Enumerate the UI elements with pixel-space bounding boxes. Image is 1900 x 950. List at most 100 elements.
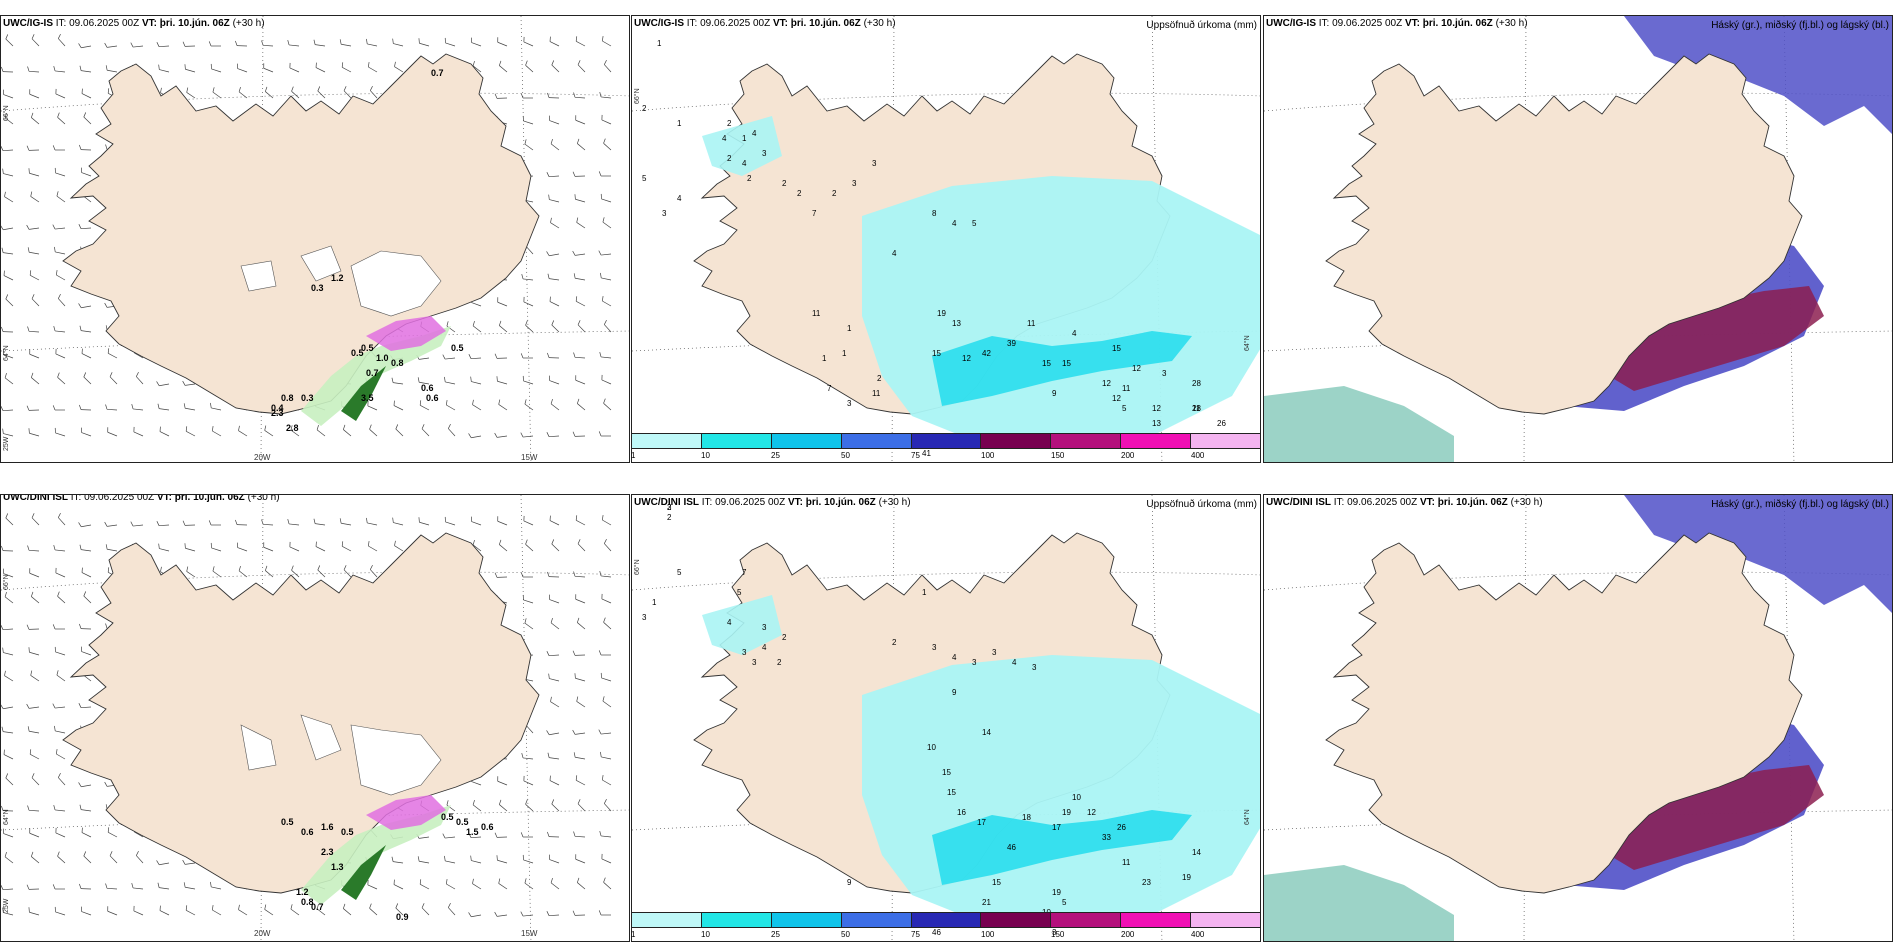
wind-barb <box>369 908 378 916</box>
wind-barb-flag <box>238 904 240 910</box>
wind-barb <box>419 357 430 360</box>
wind-barb <box>31 38 40 47</box>
wind-barb <box>575 253 586 256</box>
wind-barb <box>524 403 534 411</box>
glacier <box>240 724 277 771</box>
precip-value-label: 0.5 <box>451 343 464 353</box>
precip-value-label: 0.5 <box>441 812 454 822</box>
wind-barb <box>526 725 534 734</box>
wind-barb <box>185 383 196 386</box>
glacier <box>350 250 442 317</box>
wind-barb <box>136 855 144 864</box>
wind-barb <box>238 570 248 578</box>
precip-value-label: 9 <box>1052 389 1057 398</box>
wind-barb <box>523 435 534 438</box>
lon-label-25w: 25W <box>3 898 10 913</box>
precip-overlay: 0.71.20.30.51.0 0.80.50.70.30.8 3.52.32.80… <box>271 68 464 433</box>
wind-barb-flag <box>31 773 35 778</box>
panel-title: UWC/DINI ISL IT: 09.06.2025 00Z VT: þri.… <box>1266 497 1543 508</box>
wind-barb <box>577 882 586 890</box>
precip-value-label: 0.4 <box>271 403 284 413</box>
wind-barb-flag <box>78 224 82 229</box>
wind-barb <box>368 66 378 73</box>
wind-barb <box>159 548 170 552</box>
wind-barb <box>55 251 66 255</box>
wind-barb <box>341 43 352 47</box>
wind-barb-flag <box>57 851 60 857</box>
wind-barb <box>290 908 300 916</box>
wind-barb <box>601 677 612 682</box>
wind-barb-flag <box>520 911 524 917</box>
precip-value-label: 10 <box>1072 793 1081 802</box>
wind-barb <box>81 432 92 437</box>
wind-barb <box>576 701 586 708</box>
precip-value-label: 41 <box>922 449 931 458</box>
precip-value-label: 1 <box>842 349 847 358</box>
wind-barb <box>523 757 534 760</box>
wind-barb-flag <box>291 86 294 92</box>
wind-barb-flag <box>599 831 602 837</box>
colorbar-tick-label: 50 <box>841 451 850 460</box>
wind-barb <box>472 404 482 411</box>
wind-barb-flag <box>573 352 576 358</box>
wind-barb <box>393 382 404 385</box>
wind-barb-flag <box>343 565 347 570</box>
wind-barb <box>604 64 612 73</box>
wind-barb <box>602 700 612 708</box>
wind-barb-flag <box>494 353 498 359</box>
precip-value-label: 3.5 <box>361 393 374 403</box>
wind-barb <box>577 403 586 411</box>
wind-barb-flag <box>601 775 604 781</box>
wind-barb <box>549 859 560 864</box>
wind-barb-flag <box>130 521 134 527</box>
wind-barb <box>525 65 534 73</box>
wind-barb <box>81 70 92 73</box>
low-cloud-area <box>1624 16 1892 134</box>
wind-barb <box>263 67 274 73</box>
wind-barb-flag <box>524 139 527 145</box>
wind-barb <box>369 429 378 437</box>
wind-barb-flag <box>472 60 475 66</box>
wind-barb-flag <box>550 617 553 623</box>
precip-value-label: 16 <box>957 808 966 817</box>
precip-value-label: 2.3 <box>321 847 334 857</box>
wind-barb-flag <box>525 799 528 805</box>
wind-barb-flag <box>104 781 108 787</box>
wind-barb <box>80 227 92 230</box>
wind-barb <box>370 90 378 99</box>
precip-value-label: 1.5 <box>466 827 479 837</box>
wind-barb <box>574 575 586 578</box>
colorbar-tick-label: 150 <box>1051 451 1065 460</box>
wind-barb-flag <box>2 907 4 913</box>
wind-barb <box>55 227 66 230</box>
wind-barb-flag <box>30 191 33 197</box>
wind-barb <box>575 677 586 682</box>
wind-barb <box>315 546 326 552</box>
wind-barb <box>549 301 560 307</box>
wind-barb-flag <box>27 66 30 72</box>
precip-value-label: 11 <box>872 389 881 398</box>
wind-barb <box>315 67 326 73</box>
map-panel-precip-igis: 1 2 1 5 4 3 2 1 4 2 4 2 4 3 2 2 7 2 3 3 8 4 5 4 1 1 1 2 11 7 11 3 19 15 13… <box>631 15 1261 463</box>
wind-barb-flag <box>5 294 9 300</box>
colorbar-segment <box>981 913 1052 927</box>
wind-barb <box>342 545 352 552</box>
panel-title: UWC/IG-IS IT: 09.06.2025 00Z VT: þri. 10… <box>634 18 896 29</box>
precip-value-label: 0.6 <box>301 827 314 837</box>
wind-barb-flag <box>78 43 82 48</box>
wind-barb <box>601 598 612 604</box>
wind-barb <box>186 92 196 99</box>
wind-barb <box>58 777 66 786</box>
wind-barb <box>30 753 40 760</box>
wind-barb-flag <box>31 372 34 378</box>
wind-barb <box>262 523 274 526</box>
wind-barb <box>263 546 274 552</box>
wind-barb <box>576 519 586 526</box>
wind-barb-flag <box>577 60 581 65</box>
wind-barb <box>577 143 586 151</box>
precip-value-label: 3 <box>667 503 672 512</box>
precip-value-label: 21 <box>982 898 991 907</box>
wind-barb <box>575 198 586 203</box>
wind-barb-flag <box>1 625 4 630</box>
